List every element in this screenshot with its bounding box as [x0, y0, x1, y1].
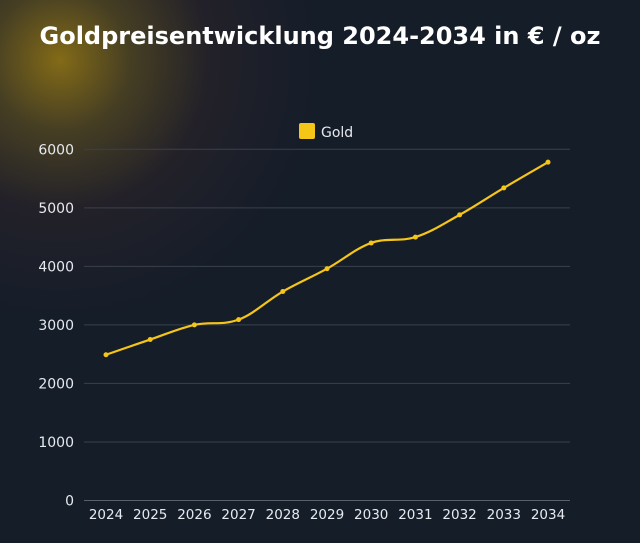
- legend-swatch-gold: [299, 123, 315, 139]
- data-point: [324, 266, 330, 272]
- data-point: [103, 352, 109, 358]
- x-tick-label: 2031: [398, 507, 432, 523]
- x-tick-label: 2028: [266, 507, 300, 523]
- y-tick-label: 6000: [38, 142, 74, 158]
- y-tick-label: 2000: [38, 376, 74, 392]
- y-tick-label: 4000: [38, 259, 74, 275]
- x-tick-label: 2029: [310, 507, 344, 523]
- data-point: [147, 337, 153, 343]
- legend: Gold: [299, 123, 353, 141]
- chart-title: Goldpreisentwicklung 2024-2034 in € / oz: [39, 22, 601, 50]
- x-tick-label: 2032: [442, 507, 476, 523]
- series-line-gold: [105, 161, 549, 356]
- data-point: [368, 240, 374, 246]
- y-tick-label: 0: [65, 494, 74, 510]
- data-point: [280, 289, 286, 295]
- x-tick-label: 2025: [133, 507, 167, 523]
- data-point: [236, 317, 242, 323]
- y-tick-label: 1000: [38, 435, 74, 451]
- legend-label-gold: Gold: [321, 125, 353, 141]
- y-tick-label: 5000: [38, 201, 74, 217]
- data-point: [501, 185, 507, 191]
- x-tick-label: 2026: [177, 507, 211, 523]
- data-point: [457, 212, 463, 218]
- x-tick-label: 2034: [531, 507, 565, 523]
- x-tick-label: 2027: [221, 507, 255, 523]
- data-point: [545, 159, 551, 165]
- x-tick-label: 2033: [487, 507, 521, 523]
- data-point: [412, 234, 418, 240]
- data-point: [191, 322, 197, 328]
- x-tick-label: 2030: [354, 507, 388, 523]
- x-tick-label: 2024: [89, 507, 123, 523]
- y-tick-label: 3000: [38, 318, 74, 334]
